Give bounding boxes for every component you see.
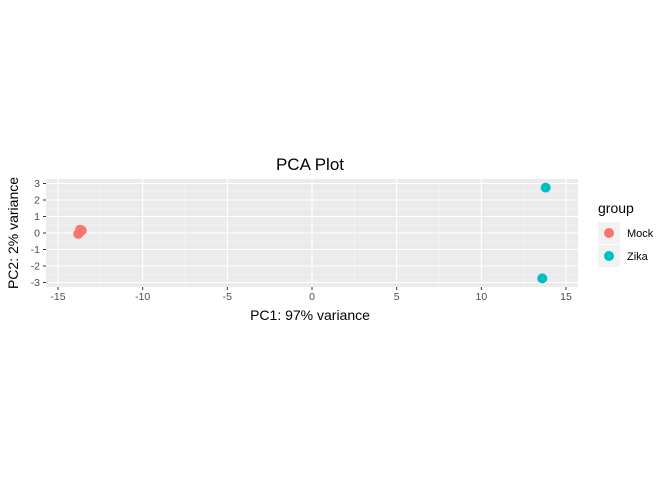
x-tick-label: 5: [394, 291, 400, 303]
x-tick-label: 10: [475, 291, 487, 303]
x-axis-label: PC1: 97% variance: [250, 307, 370, 323]
chart-title: PCA Plot: [276, 155, 344, 174]
legend: group Mock Zika: [598, 200, 654, 267]
data-points: [73, 182, 551, 284]
x-axis-ticks: -15 -10 -5 0 5 10 15: [50, 287, 572, 303]
data-point-mock: [74, 228, 85, 238]
y-tick-label: -2: [31, 261, 40, 273]
y-tick-label: 2: [34, 195, 40, 207]
y-tick-label: -3: [31, 277, 40, 289]
x-tick-label: 15: [560, 291, 572, 303]
legend-label-mock: Mock: [627, 228, 654, 240]
x-tick-label: 0: [309, 291, 315, 303]
y-tick-label: -1: [31, 244, 40, 256]
legend-title: group: [598, 200, 634, 216]
legend-label-zika: Zika: [627, 251, 649, 263]
y-axis-ticks: -3 -2 -1 0 1 2 3: [31, 178, 46, 289]
major-gridlines: [46, 179, 578, 287]
legend-swatch-zika: [604, 251, 614, 261]
x-tick-label: -15: [50, 291, 65, 303]
x-tick-label: -5: [223, 291, 232, 303]
x-tick-label: -10: [135, 291, 150, 303]
y-axis-label: PC2: 2% variance: [5, 177, 21, 289]
y-tick-label: 3: [34, 178, 40, 190]
y-tick-label: 1: [34, 211, 40, 223]
y-tick-label: 0: [34, 228, 40, 240]
legend-swatch-mock: [604, 228, 614, 238]
data-point-zika: [540, 182, 551, 193]
data-point-zika: [537, 273, 548, 284]
